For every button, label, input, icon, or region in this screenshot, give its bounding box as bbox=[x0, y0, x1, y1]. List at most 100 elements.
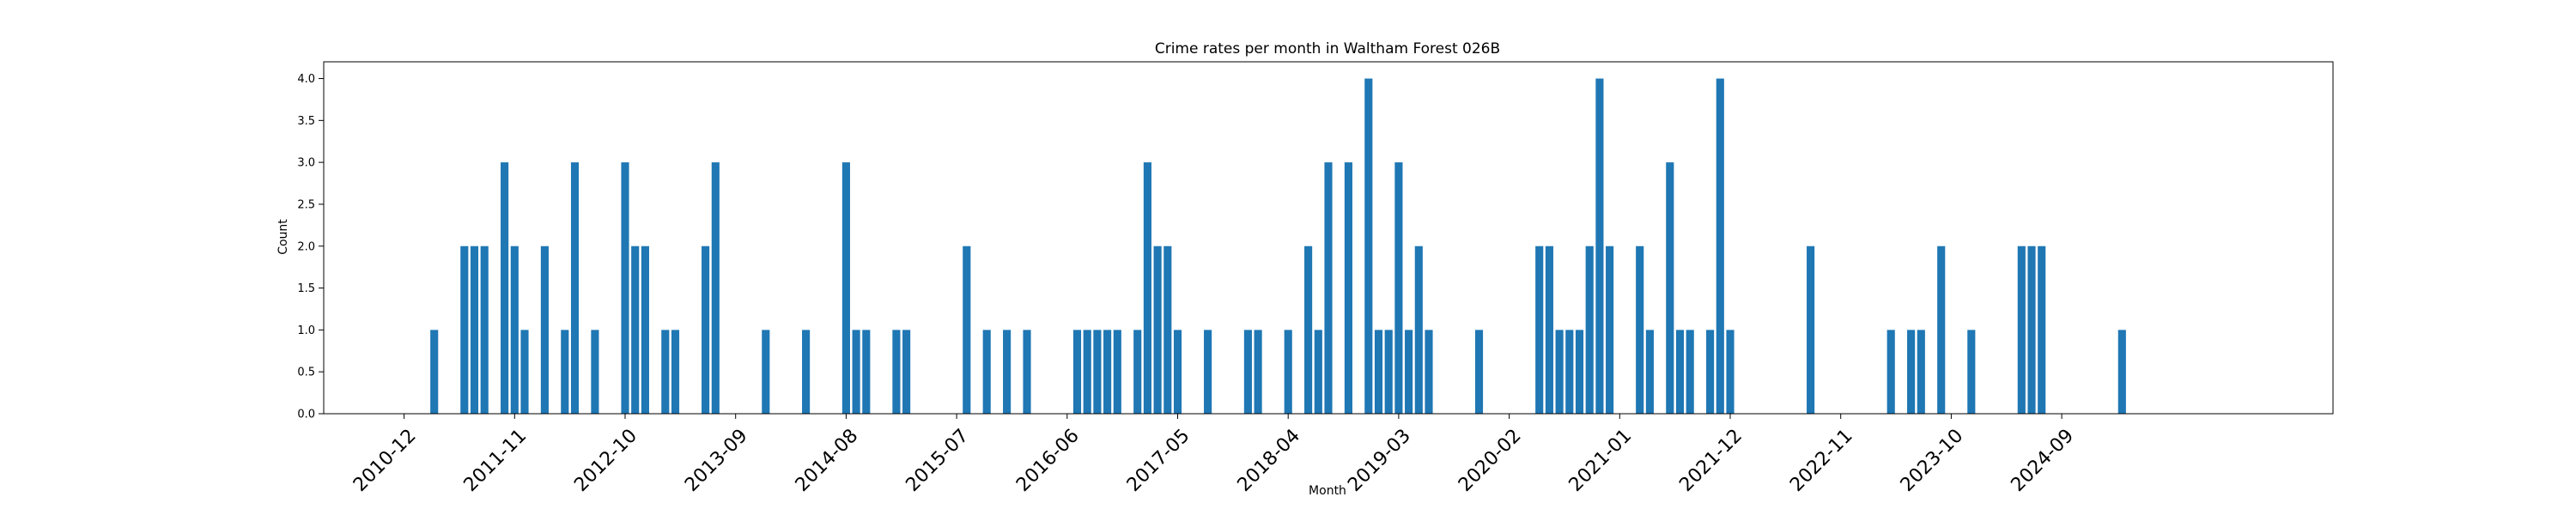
bar-2018-04 bbox=[1285, 330, 1292, 414]
y-tick-label: 4.0 bbox=[297, 73, 315, 86]
bar-2011-12 bbox=[520, 330, 528, 414]
y-tick-label: 3.0 bbox=[297, 157, 315, 170]
bar-2021-06 bbox=[1666, 162, 1674, 414]
bar-2019-03 bbox=[1394, 162, 1402, 414]
x-axis-label: Month bbox=[1309, 484, 1346, 498]
bar-2019-04 bbox=[1405, 330, 1413, 414]
bar-2018-12 bbox=[1364, 79, 1372, 414]
bar-2011-06 bbox=[460, 246, 468, 414]
bar-2016-09 bbox=[1093, 330, 1101, 414]
x-tick-label: 2018-04 bbox=[1234, 425, 1305, 496]
bar-2018-08 bbox=[1324, 162, 1332, 414]
bar-2020-05 bbox=[1535, 246, 1543, 414]
bar-2013-02 bbox=[661, 330, 669, 414]
bar-2017-05 bbox=[1174, 330, 1182, 414]
x-tick-label: 2019-03 bbox=[1344, 425, 1415, 496]
bar-2014-04 bbox=[802, 330, 810, 414]
bar-2011-11 bbox=[511, 246, 519, 414]
y-axis: 0.0 0.5 1.0 1.5 2.0 2.5 3.0 3.5 4.0 bbox=[297, 73, 324, 421]
bar-2016-10 bbox=[1103, 330, 1111, 414]
bar-2020-06 bbox=[1546, 246, 1553, 414]
bar-2019-05 bbox=[1415, 246, 1423, 414]
bar-2019-02 bbox=[1385, 330, 1393, 414]
bar-2013-07 bbox=[712, 162, 720, 414]
bar-2013-03 bbox=[671, 330, 679, 414]
bar-2019-06 bbox=[1425, 330, 1432, 414]
bar-2011-10 bbox=[501, 162, 508, 414]
x-tick-label: 2014-08 bbox=[792, 425, 863, 496]
bar-2018-06 bbox=[1304, 246, 1312, 414]
y-axis-label: Count bbox=[276, 219, 290, 255]
bar-2015-01 bbox=[892, 330, 900, 414]
bar-2014-10 bbox=[862, 330, 870, 414]
bar-2024-05 bbox=[2018, 246, 2026, 414]
bar-2016-08 bbox=[1084, 330, 1091, 414]
bar-2012-12 bbox=[641, 246, 649, 414]
bar-2020-07 bbox=[1556, 330, 1564, 414]
bar-2015-08 bbox=[963, 246, 970, 414]
bar-2014-08 bbox=[842, 162, 850, 414]
bar-2013-12 bbox=[762, 330, 769, 414]
bar-2022-08 bbox=[1807, 246, 1814, 414]
x-tick-label: 2011-11 bbox=[460, 425, 532, 496]
bar-2017-01 bbox=[1133, 330, 1141, 414]
x-tick-label: 2017-05 bbox=[1123, 425, 1194, 496]
bar-2023-12 bbox=[1967, 330, 1975, 414]
y-tick-label: 1.0 bbox=[297, 324, 315, 337]
bar-2015-10 bbox=[983, 330, 991, 414]
bar-2023-04 bbox=[1887, 330, 1895, 414]
bar-2021-08 bbox=[1686, 330, 1694, 414]
bar-2013-06 bbox=[702, 246, 709, 414]
bar-2012-05 bbox=[571, 162, 579, 414]
bar-2021-04 bbox=[1646, 330, 1654, 414]
bar-2015-12 bbox=[1003, 330, 1011, 414]
bar-2016-07 bbox=[1073, 330, 1081, 414]
bar-2018-10 bbox=[1345, 162, 1352, 414]
bars-group bbox=[430, 79, 2126, 414]
bar-2012-10 bbox=[621, 162, 629, 414]
bar-2019-11 bbox=[1475, 330, 1483, 414]
bar-2020-10 bbox=[1586, 246, 1594, 414]
bar-2019-01 bbox=[1375, 330, 1382, 414]
y-tick-label: 0.5 bbox=[297, 367, 315, 379]
x-tick-label: 2021-12 bbox=[1675, 425, 1747, 496]
bar-2012-07 bbox=[591, 330, 598, 414]
bar-2011-07 bbox=[471, 246, 478, 414]
bar-2017-04 bbox=[1163, 246, 1171, 414]
y-tick-label: 0.0 bbox=[297, 409, 315, 421]
bar-2025-03 bbox=[2118, 330, 2126, 414]
bar-2020-11 bbox=[1595, 79, 1603, 414]
x-tick-label: 2016-06 bbox=[1012, 425, 1084, 496]
bar-2015-02 bbox=[902, 330, 910, 414]
bar-2017-12 bbox=[1244, 330, 1252, 414]
x-tick-label: 2023-10 bbox=[1897, 425, 1968, 496]
y-tick-label: 2.5 bbox=[297, 198, 315, 211]
bar-2023-09 bbox=[1937, 246, 1945, 414]
x-tick-label: 2013-09 bbox=[681, 425, 752, 496]
bar-2023-07 bbox=[1917, 330, 1925, 414]
bar-2024-06 bbox=[2027, 246, 2035, 414]
bar-2012-04 bbox=[561, 330, 568, 414]
bar-2021-07 bbox=[1676, 330, 1684, 414]
bar-2017-08 bbox=[1204, 330, 1212, 414]
bar-2016-11 bbox=[1114, 330, 1121, 414]
x-tick-label: 2010-12 bbox=[349, 425, 421, 496]
bar-2012-02 bbox=[541, 246, 549, 414]
bar-2020-12 bbox=[1606, 246, 1613, 414]
y-tick-label: 3.5 bbox=[297, 115, 315, 128]
x-tick-label: 2021-01 bbox=[1565, 425, 1637, 496]
y-tick-label: 2.0 bbox=[297, 240, 315, 253]
x-tick-label: 2020-02 bbox=[1455, 425, 1526, 496]
bar-2017-03 bbox=[1154, 246, 1162, 414]
bar-2018-07 bbox=[1315, 330, 1322, 414]
x-tick-label: 2012-10 bbox=[570, 425, 641, 496]
bar-2021-03 bbox=[1636, 246, 1643, 414]
bar-2023-06 bbox=[1907, 330, 1915, 414]
bar-2016-02 bbox=[1023, 330, 1030, 414]
bar-2024-07 bbox=[2038, 246, 2045, 414]
bar-2017-02 bbox=[1144, 162, 1151, 414]
bar-2021-11 bbox=[1716, 79, 1724, 414]
chart-title: Crime rates per month in Waltham Forest … bbox=[1155, 40, 1500, 58]
bar-2011-08 bbox=[481, 246, 489, 414]
